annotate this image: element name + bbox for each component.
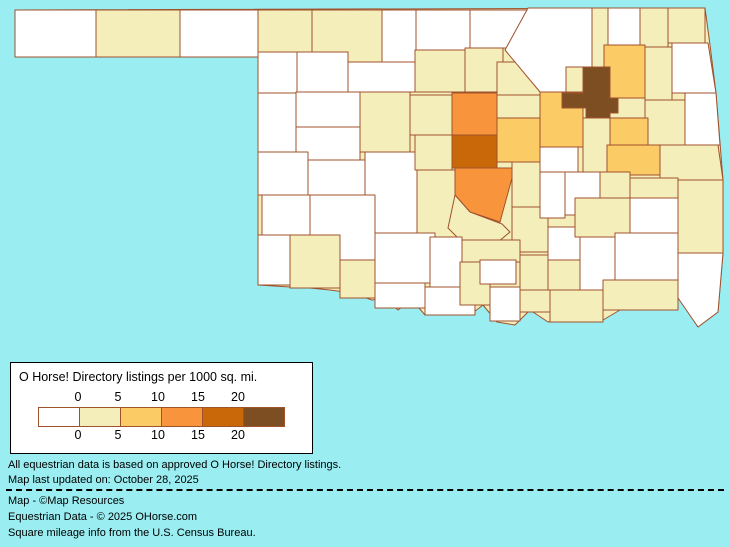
separator-dashed-line <box>6 489 724 491</box>
footnote-map-credit: Map - ©Map Resources <box>8 495 125 507</box>
county-blaine <box>359 91 411 153</box>
county-bryan <box>549 289 604 323</box>
legend-tick-top-5: 5 <box>114 390 122 404</box>
county-washita <box>307 159 366 196</box>
legend-swatch-5-10 <box>120 407 162 427</box>
legend-tick-top-20: 20 <box>231 390 245 404</box>
county-cotton <box>374 282 426 309</box>
county-greer <box>261 194 311 236</box>
county-ellis <box>257 51 298 94</box>
county-dewey <box>295 91 361 128</box>
county-adair <box>684 92 721 146</box>
footnote-data-credit: Equestrian Data - © 2025 OHorse.com <box>8 511 198 523</box>
county-stephens <box>429 236 463 288</box>
county-haskell <box>629 177 679 199</box>
legend-tick-top-10: 10 <box>151 390 165 404</box>
county-garfield <box>414 49 466 93</box>
county-jackson <box>289 234 341 289</box>
legend-tick-bottom-15: 15 <box>191 428 205 442</box>
legend-title: O Horse! Directory listings per 1000 sq.… <box>19 370 258 384</box>
county-pushmataha <box>614 232 679 281</box>
footnote-updated-note: Map last updated on: October 28, 2025 <box>8 474 199 486</box>
county-alfalfa <box>381 9 417 63</box>
county-okmulgee <box>582 117 611 173</box>
legend-tick-bottom-20: 20 <box>231 428 245 442</box>
county-payne <box>496 94 541 119</box>
county-grant <box>415 9 471 51</box>
legend-swatch-15-20 <box>202 407 244 427</box>
county-johnston <box>519 254 549 291</box>
county-leflore <box>677 179 724 254</box>
county-latimer <box>629 197 679 234</box>
oklahoma-county-map <box>14 7 724 328</box>
county-nowata <box>607 7 641 46</box>
legend-swatch-20+ <box>243 407 285 427</box>
legend-swatch-10-15 <box>161 407 203 427</box>
county-choctaw <box>602 279 679 311</box>
county-marshall <box>519 289 551 313</box>
county-roger-mills <box>257 92 297 153</box>
county-canadian <box>414 134 453 171</box>
county-woodward <box>296 51 349 93</box>
county-harper <box>257 9 313 53</box>
legend-tick-top-0: 0 <box>74 390 82 404</box>
county-logan <box>451 92 498 136</box>
county-mcintosh <box>599 171 631 199</box>
county-ottawa <box>667 7 706 44</box>
county-delaware <box>671 42 717 94</box>
county-wagoner <box>609 117 649 146</box>
county-murray <box>479 259 517 285</box>
county-okfuskee <box>539 146 579 173</box>
county-lincoln <box>496 117 541 163</box>
county-pottawatomie <box>511 161 541 208</box>
legend-tick-top-15: 15 <box>191 390 205 404</box>
legend-tick-bottom-0: 0 <box>74 428 82 442</box>
county-seminole <box>539 171 566 219</box>
county-love <box>489 286 521 322</box>
legend-box: O Horse! Directory listings per 1000 sq.… <box>10 362 313 454</box>
county-mccurtain <box>677 252 724 328</box>
legend-tick-bottom-10: 10 <box>151 428 165 442</box>
county-kingfisher <box>409 94 453 136</box>
legend-swatch-0-5 <box>79 407 121 427</box>
county-garvin <box>461 239 521 263</box>
county-major <box>347 61 416 93</box>
county-mcclain <box>447 194 511 243</box>
county-sequoyah <box>659 144 724 181</box>
county-mayes <box>644 46 673 101</box>
county-oklahoma <box>451 134 498 169</box>
footnote-mileage-credit: Square mileage info from the U.S. Census… <box>8 527 256 539</box>
county-cherokee <box>644 99 686 146</box>
county-muskogee <box>606 144 661 176</box>
county-harmon <box>257 234 291 286</box>
footnote-data-note: All equestrian data is based on approved… <box>8 459 342 471</box>
legend-color-ramp <box>38 407 285 427</box>
county-texas <box>95 9 181 58</box>
legend-tick-bottom-5: 5 <box>114 428 122 442</box>
legend-swatch-0 <box>38 407 80 427</box>
county-beaver <box>179 9 259 58</box>
county-comanche <box>374 232 436 284</box>
county-cimarron <box>14 9 97 58</box>
county-beckham <box>257 151 309 196</box>
county-pittsburg <box>574 197 631 238</box>
county-craig <box>639 7 669 48</box>
